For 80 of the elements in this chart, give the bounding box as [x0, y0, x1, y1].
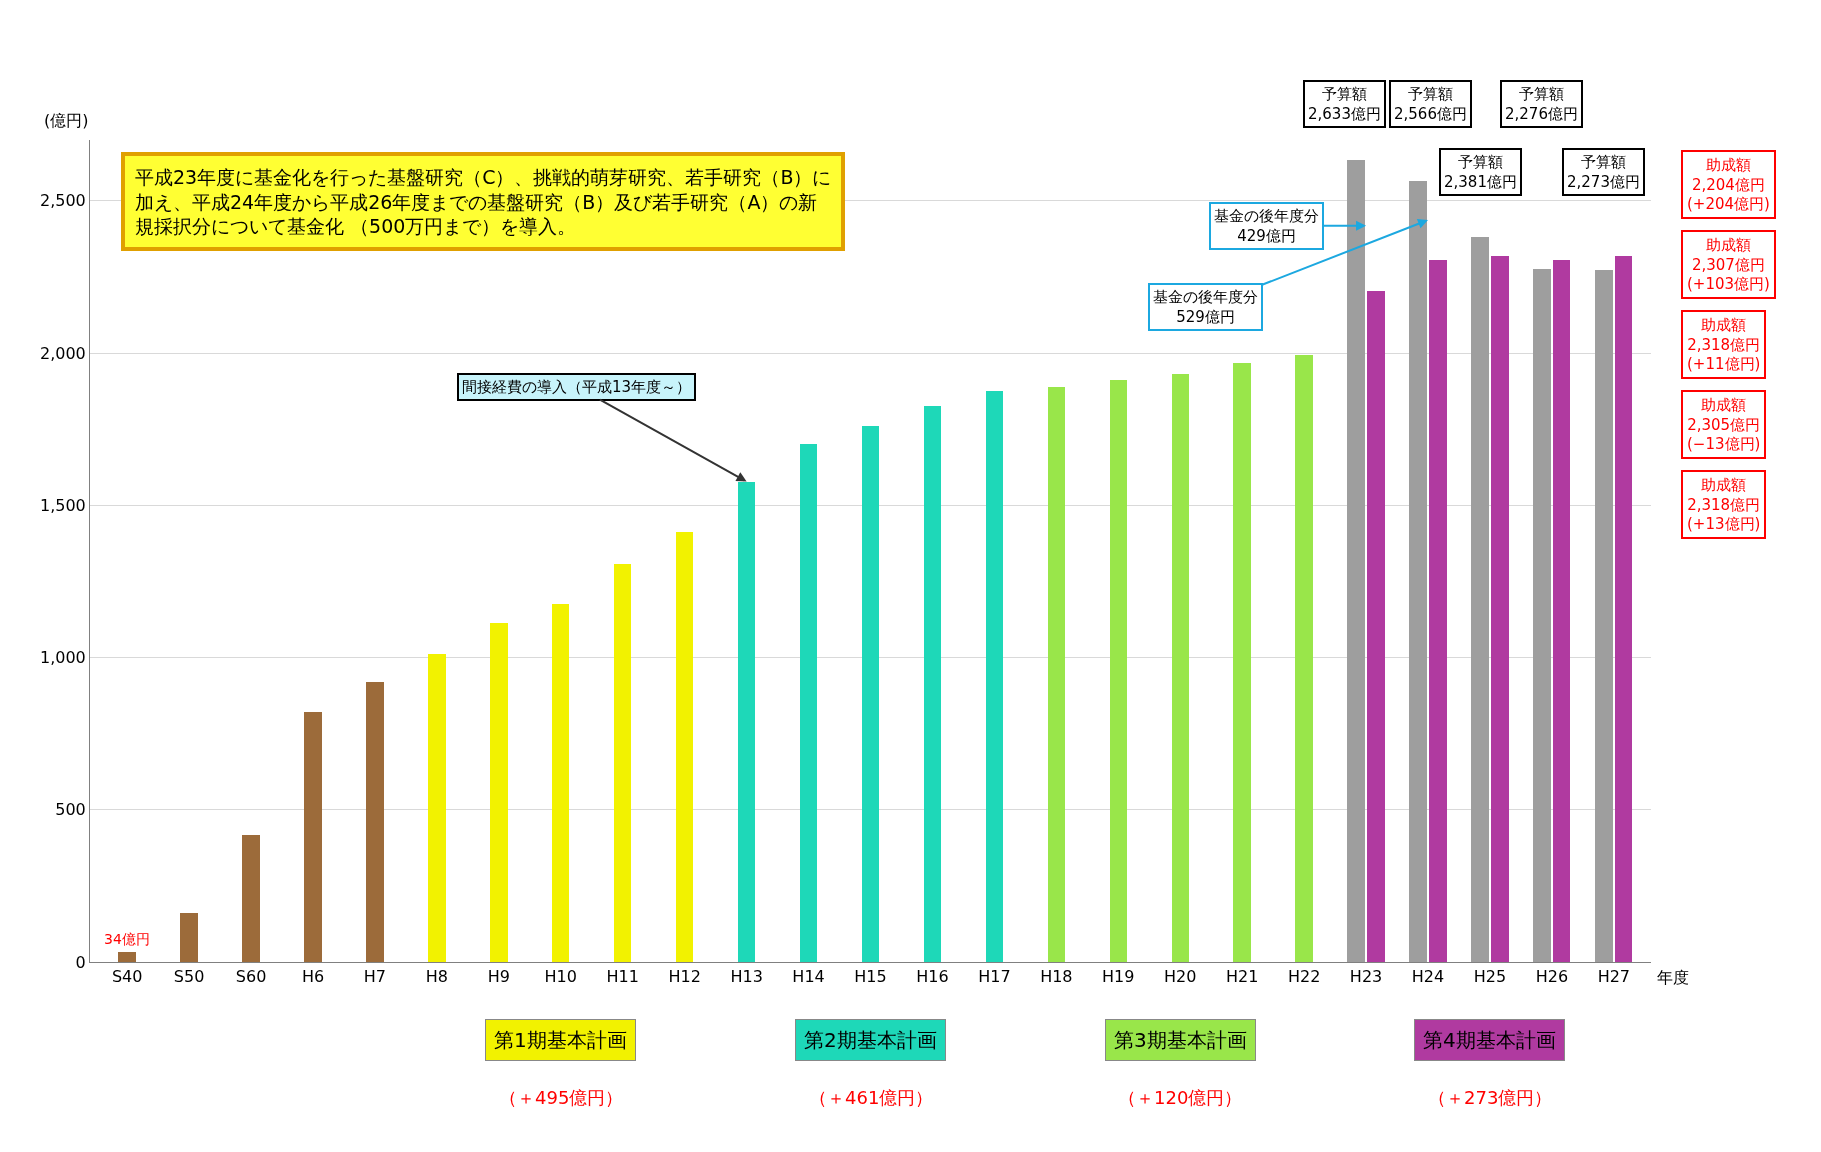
text: （＋273億円）: [1428, 1087, 1553, 1108]
x-tick-label: H22: [1287, 967, 1321, 987]
bar: [1172, 374, 1189, 962]
bar: [304, 712, 322, 962]
bar: [180, 913, 198, 962]
text: 助成額 2,307億円 (+103億円): [1687, 236, 1770, 293]
bar: [118, 952, 136, 962]
x-axis-title: 年度: [1657, 968, 1689, 987]
x-tick-label: H8: [425, 967, 448, 987]
text: 第2期基本計画: [804, 1028, 937, 1052]
x-tick-label: H18: [1040, 967, 1073, 987]
x-tick-label: H26: [1535, 967, 1569, 987]
text: 第3期基本計画: [1114, 1028, 1247, 1052]
y-tick-label: 1,500: [39, 495, 86, 515]
x-tick-label: H19: [1102, 967, 1135, 987]
x-tick-label: H25: [1473, 967, 1507, 987]
annotation: 34億円: [104, 931, 150, 947]
y-tick-label: 2,500: [39, 191, 86, 211]
bar: [428, 654, 446, 962]
bar: [1553, 260, 1570, 962]
x-tick-label: S50: [173, 967, 205, 987]
y-tick-label: 0: [75, 952, 86, 972]
x-tick-label: H10: [544, 967, 577, 987]
bar: [1491, 256, 1509, 962]
text: 予算額 2,633億円: [1308, 85, 1381, 123]
text: （＋495億円）: [499, 1087, 624, 1108]
x-tick-label: H21: [1225, 967, 1259, 987]
x-tick-label: H20: [1164, 967, 1197, 987]
bar: [366, 682, 384, 962]
text: 助成額 2,305億円 (−13億円): [1687, 396, 1761, 453]
x-tick-label: H23: [1349, 967, 1383, 987]
bar: [1295, 355, 1313, 962]
y-axis-title: (億円): [44, 111, 89, 130]
bar: [986, 391, 1003, 962]
text: 第4期基本計画: [1423, 1028, 1556, 1052]
x-tick-label: H17: [978, 967, 1011, 987]
bar: [1429, 260, 1447, 962]
annotation: 基金の後年度分 529億円: [1153, 288, 1258, 326]
x-tick-label: H7: [363, 967, 387, 987]
bar: [1233, 363, 1251, 962]
annotation: 予算額 2,381億円: [1444, 153, 1517, 191]
bar: [1048, 387, 1065, 962]
x-tick-label: H15: [854, 967, 887, 987]
x-tick-label: H24: [1411, 967, 1445, 987]
bar: [614, 564, 631, 962]
x-tick-label: H13: [730, 967, 763, 987]
text: 助成額 2,318億円 (+11億円): [1687, 316, 1761, 373]
x-tick-label: H16: [916, 967, 949, 987]
text: 予算額 2,566億円: [1394, 85, 1467, 123]
y-tick-label: 1,000: [39, 648, 86, 668]
x-tick-label: H27: [1597, 967, 1631, 987]
x-tick-label: S40: [111, 967, 143, 987]
x-tick-label: H6: [301, 967, 325, 987]
x-tick-label: H9: [487, 967, 510, 987]
bar: [1367, 291, 1385, 962]
bar: [862, 426, 879, 962]
bar: [924, 406, 941, 962]
bar: [490, 623, 508, 962]
x-tick-label: H12: [668, 967, 701, 987]
text: （＋120億円）: [1118, 1087, 1243, 1108]
x-tick-label: H11: [606, 967, 639, 987]
text: 第1期基本計画: [494, 1028, 627, 1052]
y-tick-label: 2,000: [39, 343, 86, 363]
annotation: 予算額 2,273億円: [1567, 153, 1640, 191]
text: （＋461億円）: [809, 1087, 934, 1108]
annotation: 基金の後年度分 429億円: [1214, 207, 1319, 245]
bar: [1110, 380, 1127, 962]
text: 助成額 2,318億円 (+13億円): [1687, 476, 1761, 533]
bar: [800, 444, 817, 962]
annotation: 平成23年度に基金化を行った基盤研究（C）、挑戦的萌芽研究、若手研究（B）に加え、平成24年度から平成26年度までの基盤研究（B）及び若手研究（A）の新規採択分について基金化 （500万円まで）を導入。: [135, 166, 832, 238]
x-tick-label: S60: [235, 967, 267, 987]
annotation: 間接経費の導入（平成13年度～）: [462, 378, 692, 396]
bar: [1615, 256, 1632, 962]
text: 助成額 2,204億円 (+204億円): [1687, 156, 1770, 213]
text: 予算額 2,276億円: [1505, 85, 1578, 123]
y-tick-label: 500: [55, 800, 86, 820]
bar: [242, 835, 260, 962]
x-tick-label: H14: [792, 967, 825, 987]
bar: [552, 604, 569, 962]
bar: [676, 532, 693, 962]
